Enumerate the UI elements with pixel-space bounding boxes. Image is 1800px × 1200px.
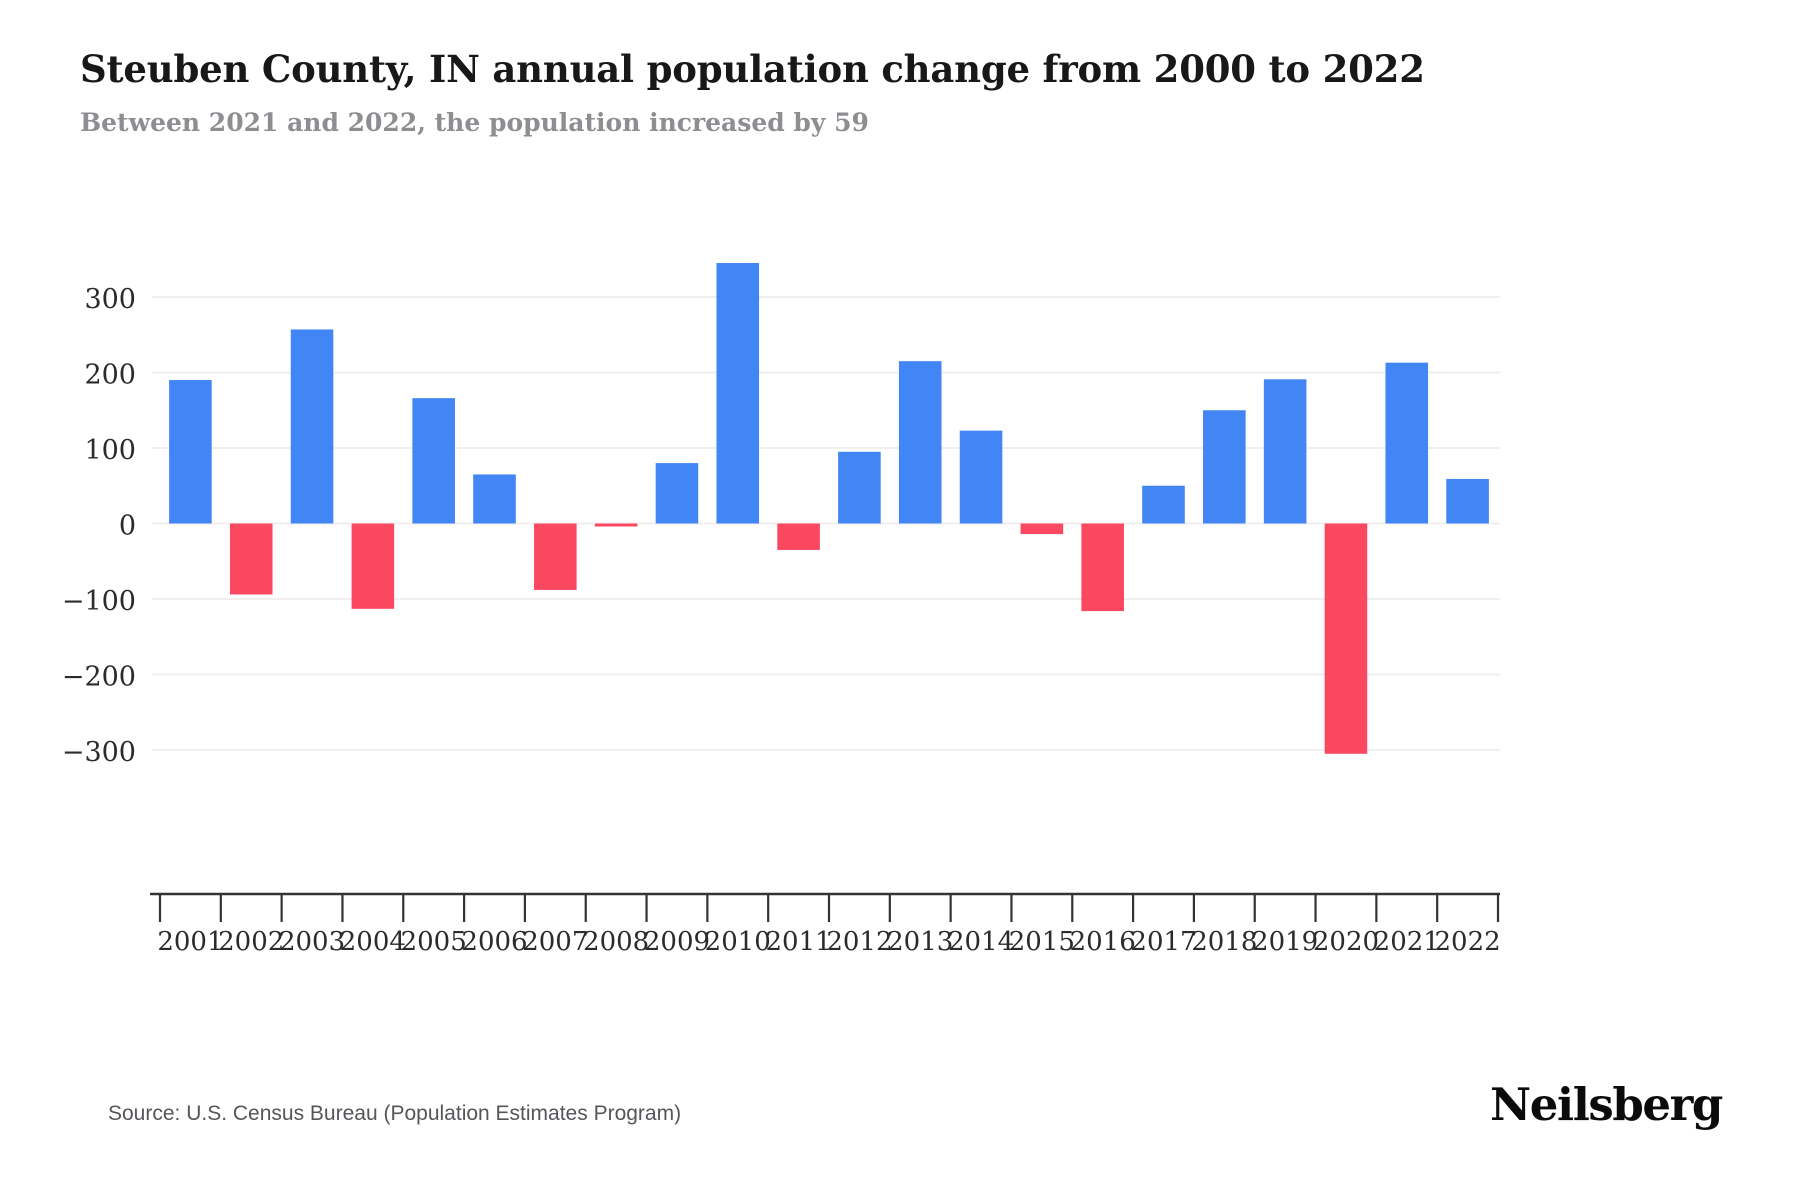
chart-subtitle: Between 2021 and 2022, the population in… [80,107,869,137]
chart-header: Steuben County, IN annual population cha… [80,48,1720,138]
bar[interactable] [777,523,820,550]
x-axis-tick-label: 2012 [826,927,892,957]
x-axis-tick-labels: 2001200220032004200520062007200820092010… [157,927,1500,957]
bar[interactable] [1081,523,1124,612]
x-axis-tick-label: 2016 [1070,927,1136,957]
x-axis-tick-label: 2015 [1009,927,1075,957]
page-title: Steuben County, IN annual population cha… [80,47,1425,91]
x-axis-tick-label: 2019 [1252,927,1318,957]
y-axis-tick-label: −200 [62,662,136,693]
bar[interactable] [898,361,942,524]
x-axis-tick-label: 2018 [1191,927,1257,957]
bar[interactable] [1020,523,1064,535]
x-axis-tick-label: 2005 [401,927,467,957]
bar[interactable] [959,430,1003,524]
x-axis-tick-label: 2017 [1130,927,1196,957]
bar[interactable] [169,380,212,524]
bar[interactable] [1142,485,1185,524]
x-axis-tick-label: 2001 [157,927,223,957]
source-note: Source: U.S. Census Bureau (Population E… [108,1102,682,1125]
bar[interactable] [534,523,577,590]
bar[interactable] [412,398,455,524]
x-axis-tick-label: 2006 [461,927,527,957]
bar[interactable] [1446,478,1489,524]
bar[interactable] [716,263,760,524]
x-axis [150,892,1500,922]
bar[interactable] [838,451,881,524]
x-axis-tick-label: 2010 [705,927,771,957]
bar[interactable] [473,474,516,524]
x-axis-tick-label: 2009 [644,927,710,957]
y-axis-tick-labels: 300 200 100 0 −100 −200 −300 [62,284,136,768]
x-axis-tick-label: 2020 [1313,927,1379,957]
x-axis-tick-label: 2011 [766,927,832,957]
bar[interactable] [1385,362,1429,524]
x-axis-tick-label: 2002 [218,927,284,957]
bar[interactable] [229,523,273,595]
x-axis-tick-label: 2014 [948,927,1014,957]
y-axis-tick-label: −300 [62,737,136,768]
y-axis-tick-label: 200 [84,360,136,391]
bar-series [169,263,1489,754]
y-axis-tick-label: 100 [84,435,136,466]
chart-footer: Source: U.S. Census Bureau (Population E… [0,1078,1800,1160]
bar[interactable] [1324,523,1368,754]
y-axis-tick-label: 0 [119,511,136,542]
bar[interactable] [1203,410,1246,524]
x-axis-tick-label: 2004 [340,927,406,957]
y-axis-tick-label: 300 [84,284,136,315]
bar[interactable] [351,523,395,609]
x-axis-tick-label: 2007 [522,927,588,957]
neilsberg-logo: Neilsberg [1490,1078,1723,1131]
bar[interactable] [1263,379,1307,524]
x-axis-tick-label: 2008 [583,927,649,957]
x-axis-tick-label: 2021 [1374,927,1440,957]
x-axis-tick-label: 2022 [1435,927,1501,957]
x-axis-tick-label: 2003 [279,927,345,957]
bar[interactable] [655,463,699,524]
bar[interactable] [290,329,334,524]
y-axis-tick-label: −100 [62,586,136,617]
x-axis-tick-label: 2013 [887,927,953,957]
bar[interactable] [594,523,638,527]
